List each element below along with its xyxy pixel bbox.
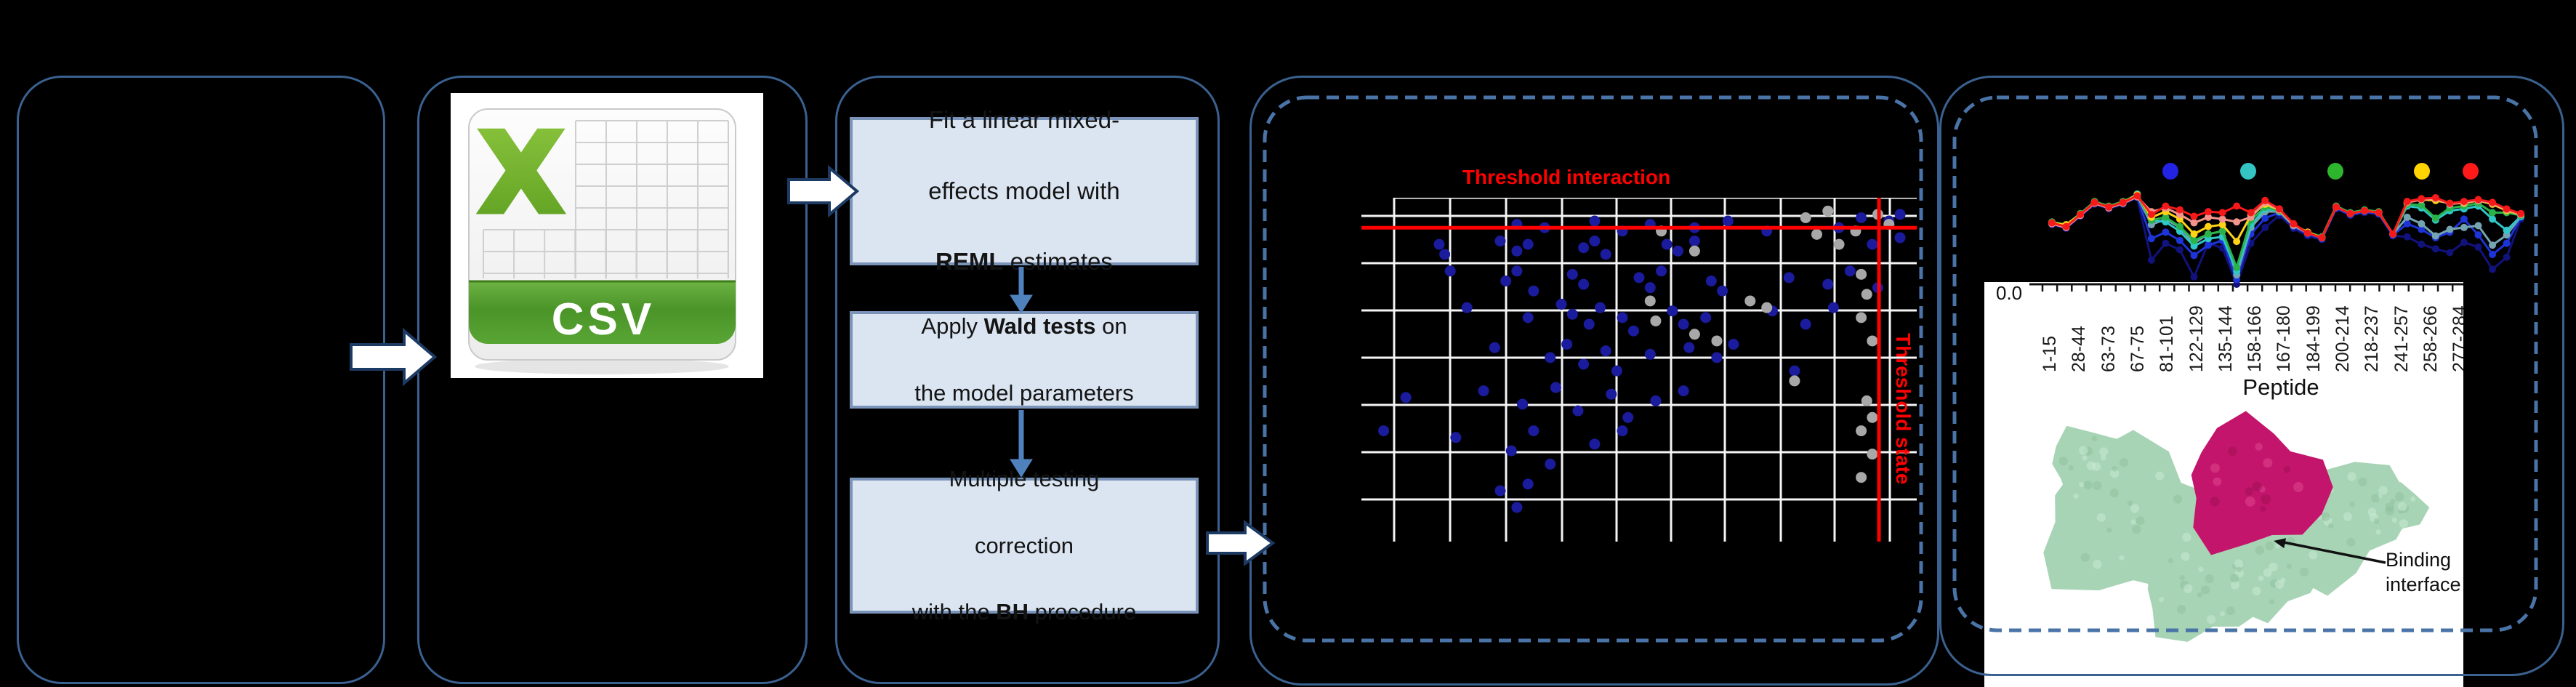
spreadsheet-grid: [483, 120, 729, 278]
legend-dot-0: [2162, 163, 2178, 180]
scatter-title: Threshold interaction: [1462, 166, 1671, 188]
y-axis-first-tick: 0.0: [1996, 282, 2023, 304]
wald-step: Apply Wald tests on the model parameters: [850, 311, 1199, 409]
csv-file-icon: X CSV: [468, 107, 736, 374]
scatter-dashed-border: [1263, 95, 1923, 643]
uptake-line-chart: [2048, 190, 2525, 288]
legend-dot-4: [2463, 163, 2479, 180]
arrow-input-to-csv: [350, 327, 438, 387]
arrow-pipeline-to-results: [1206, 520, 1276, 566]
peptide-axis: [2029, 283, 2463, 292]
protein-surface-image: [2043, 411, 2430, 642]
fit-lme-step: Fit a linear mixed-effects model with REM…: [850, 106, 1199, 275]
uptake-axis-and-protein-panel: 0.0 1-15 28-44 63-73 67-75 81-101 122-129 135-…: [1984, 282, 2463, 687]
csv-banner-label: CSV: [552, 294, 655, 345]
icon-shadow: [475, 358, 729, 374]
legend-dot-3: [2414, 163, 2430, 180]
legend-dot-2: [2327, 163, 2343, 180]
statistics-pipeline-box: [835, 76, 1220, 684]
uptake-dashed-border: [1952, 95, 2538, 632]
input-data-box: [17, 76, 385, 684]
legend-dot-1: [2240, 163, 2256, 180]
csv-export-box: [417, 76, 808, 684]
uptake-result-box: [1939, 76, 2564, 676]
scatter-result-box: [1249, 76, 1939, 686]
arrow-csv-to-pipeline: [787, 164, 860, 218]
excel-x-letter: X: [478, 109, 563, 238]
threshold-scatter-plot: [1361, 198, 1917, 542]
peptide-axis-title: Peptide: [2242, 374, 2319, 400]
binding-interface-annotation: Binding interface: [2386, 549, 2461, 595]
bh-step: Multiple testing correction with the BH pr…: [850, 466, 1199, 624]
